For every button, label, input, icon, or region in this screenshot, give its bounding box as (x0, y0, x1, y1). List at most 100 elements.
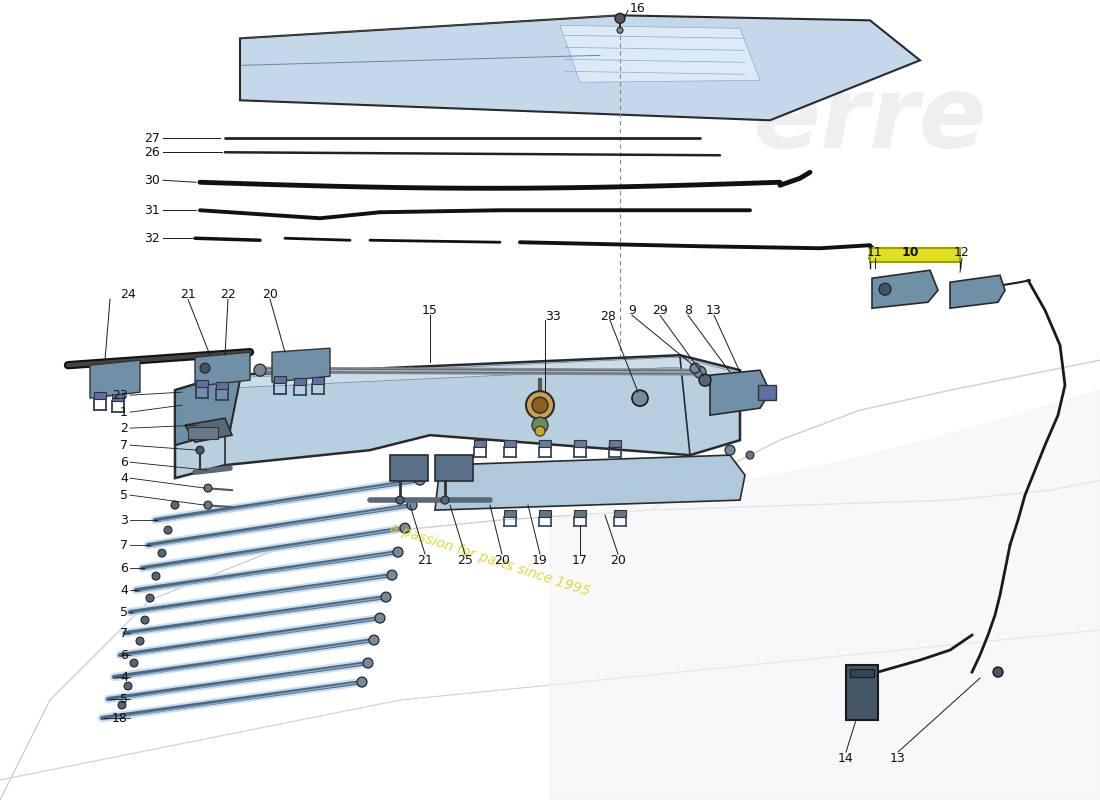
Circle shape (152, 572, 160, 580)
Circle shape (615, 14, 625, 23)
Text: 16: 16 (630, 2, 646, 15)
Text: 7: 7 (120, 538, 128, 552)
Bar (188, 427, 218, 439)
Text: 7: 7 (120, 438, 128, 452)
Circle shape (124, 682, 132, 690)
Bar (504, 440, 516, 447)
Polygon shape (550, 390, 1100, 800)
Bar (609, 440, 620, 447)
Text: erre: erre (752, 72, 988, 169)
Bar (505, 510, 516, 517)
Text: 29: 29 (652, 304, 668, 317)
Circle shape (535, 426, 544, 436)
Circle shape (393, 547, 403, 557)
Bar (196, 380, 208, 387)
Circle shape (200, 363, 210, 373)
Text: 6: 6 (120, 562, 128, 574)
Circle shape (254, 364, 266, 376)
Circle shape (698, 374, 711, 386)
Circle shape (532, 397, 548, 413)
Text: 6: 6 (120, 456, 128, 469)
Circle shape (526, 391, 554, 419)
Bar (539, 510, 551, 517)
Circle shape (158, 549, 166, 557)
Text: 13: 13 (706, 304, 722, 317)
Text: 15: 15 (422, 304, 438, 317)
Circle shape (368, 635, 379, 645)
Bar (615, 510, 626, 517)
Circle shape (170, 501, 179, 509)
Bar (294, 378, 306, 385)
Text: 26: 26 (144, 146, 159, 158)
Text: 20: 20 (262, 288, 278, 301)
Polygon shape (710, 370, 770, 415)
Text: 27: 27 (144, 132, 159, 145)
Polygon shape (434, 455, 745, 510)
Text: 9: 9 (628, 304, 636, 317)
Text: 21: 21 (180, 288, 196, 301)
Circle shape (136, 637, 144, 645)
Circle shape (387, 570, 397, 580)
Text: 3: 3 (120, 514, 128, 526)
Circle shape (375, 613, 385, 623)
Polygon shape (180, 357, 736, 402)
Polygon shape (175, 355, 740, 478)
Text: 31: 31 (144, 204, 159, 217)
Text: 4: 4 (120, 670, 128, 683)
Polygon shape (560, 26, 760, 82)
Text: a passion for parts since 1995: a passion for parts since 1995 (388, 521, 592, 599)
Circle shape (690, 363, 700, 373)
Text: 17: 17 (572, 554, 587, 566)
Bar (390, 455, 428, 481)
Circle shape (363, 658, 373, 668)
Polygon shape (175, 375, 240, 445)
Bar (574, 440, 586, 447)
Text: 6: 6 (120, 649, 128, 662)
Circle shape (993, 667, 1003, 677)
Polygon shape (185, 418, 232, 442)
Text: 5: 5 (120, 489, 128, 502)
Polygon shape (195, 352, 250, 386)
Text: 5: 5 (120, 606, 128, 618)
Circle shape (632, 390, 648, 406)
Text: 13: 13 (890, 751, 906, 765)
Text: 20: 20 (494, 554, 510, 566)
Bar (216, 382, 229, 390)
Bar (846, 665, 878, 720)
Text: 7: 7 (120, 626, 128, 639)
Circle shape (617, 27, 623, 34)
Circle shape (725, 445, 735, 455)
Text: 23: 23 (112, 389, 128, 402)
Bar (758, 385, 776, 400)
Polygon shape (90, 360, 140, 398)
Polygon shape (950, 275, 1005, 308)
Text: 32: 32 (144, 232, 159, 245)
Polygon shape (240, 15, 920, 120)
Circle shape (146, 594, 154, 602)
Text: 24: 24 (120, 288, 136, 301)
Circle shape (441, 496, 449, 504)
Text: 18: 18 (112, 711, 128, 725)
Text: 4: 4 (120, 583, 128, 597)
Circle shape (141, 616, 149, 624)
Polygon shape (272, 348, 330, 382)
Circle shape (130, 659, 138, 667)
Circle shape (196, 446, 204, 454)
Text: 22: 22 (220, 288, 235, 301)
Text: 28: 28 (600, 310, 616, 322)
Bar (434, 455, 473, 481)
Circle shape (746, 451, 754, 459)
Circle shape (694, 366, 706, 378)
Bar (312, 377, 323, 384)
Bar (870, 248, 960, 262)
Text: 20: 20 (610, 554, 626, 566)
Circle shape (358, 677, 367, 687)
Text: 19: 19 (532, 554, 548, 566)
Text: 25: 25 (458, 554, 473, 566)
Circle shape (118, 701, 127, 709)
Circle shape (164, 526, 172, 534)
Circle shape (204, 501, 212, 509)
Circle shape (381, 592, 390, 602)
Text: 14: 14 (838, 751, 854, 765)
Text: 8: 8 (684, 304, 692, 317)
